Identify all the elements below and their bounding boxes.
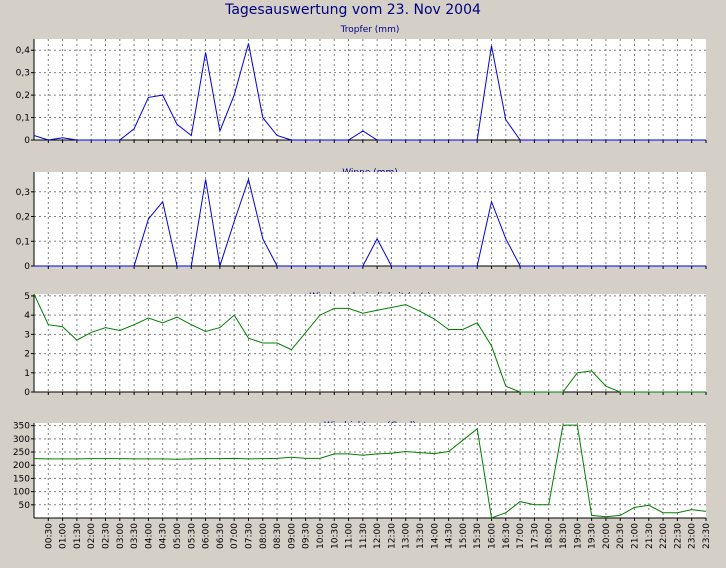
x-tick-label: 20:30 <box>616 523 626 549</box>
x-tick-label: 18:00 <box>545 523 555 549</box>
x-tick-label: 09:30 <box>302 523 312 549</box>
x-tick-label: 12:30 <box>387 523 397 549</box>
x-tick-label: 19:00 <box>573 523 583 549</box>
series-line <box>33 43 706 141</box>
chart-panel-1: Tropfer (mm) 0 0,1 0,2 0,3 0,4 <box>16 25 707 146</box>
y-tick-label: 4 <box>24 311 30 321</box>
y-tick-label: 0,2 <box>16 91 30 101</box>
y-tick-label: 0 <box>24 388 30 398</box>
y-tick-label: 5 <box>24 292 30 302</box>
y-tick-label: 2 <box>24 350 30 360</box>
plot-area <box>34 172 706 266</box>
x-tick-label: 16:00 <box>488 523 498 549</box>
x-tick-label: 06:30 <box>216 523 226 549</box>
y-tick-label: 0,3 <box>16 188 30 198</box>
series-line <box>34 177 706 267</box>
x-tick-label: 22:00 <box>659 523 669 549</box>
x-tick-label: 21:00 <box>631 523 641 549</box>
y-tick-label: 100 <box>13 488 30 498</box>
x-tick-label: 23:00 <box>688 523 698 549</box>
y-tick-label: 350 <box>13 422 30 432</box>
panel-title: Tropfer (mm) <box>340 25 400 35</box>
x-tick-label: 02:30 <box>101 523 111 549</box>
y-tick-label: 200 <box>13 461 30 471</box>
x-tick-label: 00:30 <box>44 523 54 549</box>
plot-area <box>34 423 706 518</box>
x-tick-label: 08:00 <box>259 523 269 549</box>
y-tick-label: 0,2 <box>16 213 30 223</box>
page-title: Tagesauswertung vom 23. Nov 2004 <box>224 2 481 18</box>
y-tick-label: 0 <box>24 136 30 146</box>
x-tick-label: 03:00 <box>116 523 126 549</box>
plot-area <box>34 294 706 392</box>
y-tick-label: 0,1 <box>16 237 30 247</box>
x-tick-label: 04:30 <box>159 523 169 549</box>
y-tick-label: 250 <box>13 448 30 458</box>
x-tick-label: 15:30 <box>473 523 483 549</box>
plot-area <box>34 39 706 140</box>
y-tick-label: 150 <box>13 474 30 484</box>
x-tick-label: 07:30 <box>244 523 254 549</box>
x-tick-label: 13:30 <box>416 523 426 549</box>
x-tick-labels: 00:30 01:00 01:30 02:00 02:30 03:00 03:30 04:00… <box>44 523 712 549</box>
y-tick-label: 300 <box>13 435 30 445</box>
x-tick-label: 22:30 <box>673 523 683 549</box>
x-tick-label: 20:00 <box>602 523 612 549</box>
x-tick-label: 09:00 <box>287 523 297 549</box>
y-tick-label: 0 <box>24 262 30 272</box>
series-line <box>33 424 707 519</box>
x-tick-label: 10:30 <box>330 523 340 549</box>
x-tick-label: 04:00 <box>144 523 154 549</box>
x-tick-label: 01:00 <box>59 523 69 549</box>
y-tick-label: 1 <box>24 369 30 379</box>
x-tick-label: 05:30 <box>187 523 197 549</box>
x-tick-label: 23:30 <box>702 523 712 549</box>
x-tick-label: 03:30 <box>130 523 140 549</box>
x-tick-label: 17:30 <box>530 523 540 549</box>
x-tick-label: 07:00 <box>230 523 240 549</box>
x-tick-label: 05:00 <box>173 523 183 549</box>
x-tick-label: 01:30 <box>73 523 83 549</box>
x-tick-label: 13:00 <box>402 523 412 549</box>
x-tick-label: 11:00 <box>345 523 355 549</box>
x-tick-label: 17:00 <box>516 523 526 549</box>
x-tick-label: 10:00 <box>316 523 326 549</box>
x-tick-label: 18:30 <box>559 523 569 549</box>
x-tick-label: 14:30 <box>445 523 455 549</box>
x-tick-label: 12:00 <box>373 523 383 549</box>
x-tick-label: 08:30 <box>273 523 283 549</box>
y-tick-label: 0,4 <box>16 46 31 56</box>
x-tick-label: 15:00 <box>459 523 469 549</box>
y-tick-label: 3 <box>24 330 30 340</box>
y-tick-label: 0,1 <box>16 114 30 124</box>
y-tick-label: 0,3 <box>16 69 30 79</box>
x-tick-label: 06:00 <box>202 523 212 549</box>
x-tick-label: 16:30 <box>502 523 512 549</box>
x-tick-label: 02:00 <box>87 523 97 549</box>
x-tick-label: 14:00 <box>430 523 440 549</box>
x-tick-label: 21:30 <box>645 523 655 549</box>
chart-panel-2: Wippe (mm)00,10,20,3 <box>16 168 707 272</box>
x-tick-label: 19:30 <box>588 523 598 549</box>
x-tick-label: 11:30 <box>359 523 369 549</box>
series-line <box>33 293 706 393</box>
y-tick-label: 50 <box>19 501 31 511</box>
